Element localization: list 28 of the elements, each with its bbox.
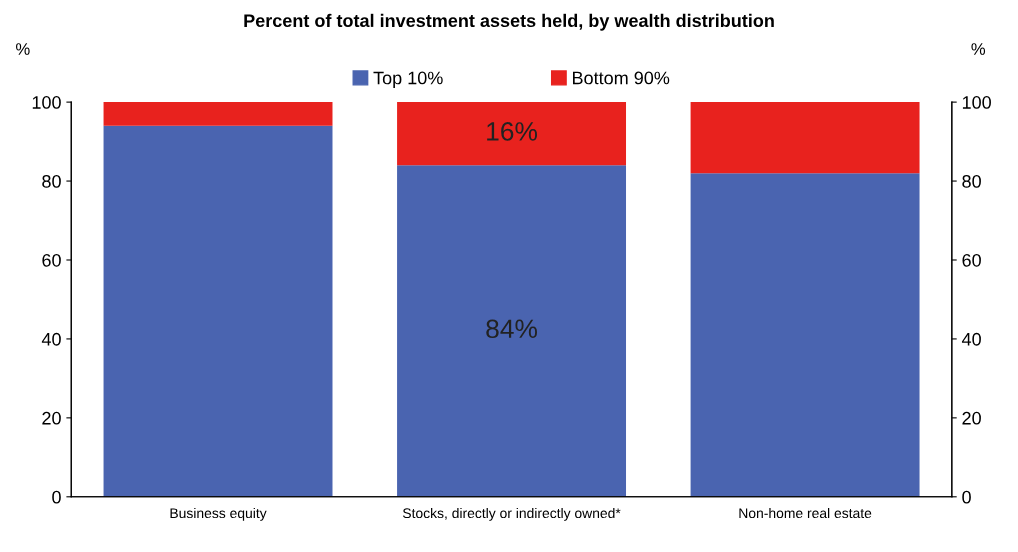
y-axis-title: %	[16, 43, 30, 55]
data-label: 16%	[487, 122, 538, 141]
data-label: 84%	[486, 319, 538, 339]
bar	[397, 102, 627, 166]
legend-label: Top 10%	[373, 71, 443, 88]
chart-title: Percent of total investment assets held, by wealth distribution	[244, 13, 774, 31]
y2-axis-title: %	[971, 43, 986, 55]
y2-tick-label: 40	[961, 332, 981, 346]
y2-tick-label: 60	[962, 253, 981, 267]
y2-tick-label: 80	[962, 174, 981, 188]
y-tick-label: 100	[32, 96, 61, 109]
legend-label: Bottom 90%	[573, 71, 670, 85]
y-tick-label: 60	[42, 253, 61, 267]
x-tick-label: Business equity	[170, 507, 267, 521]
y2-tick-label: 0	[962, 490, 971, 504]
bar	[103, 125, 333, 497]
y2-tick-label: 20	[962, 411, 981, 425]
x-tick-label: Non-home real estate	[739, 507, 872, 519]
bar	[103, 102, 333, 126]
y2-tick-label: 100	[962, 96, 991, 109]
y-tick-label: 20	[42, 411, 61, 425]
x-tick-label: Stocks, directly or indirectly owned*	[402, 507, 621, 521]
bar	[690, 102, 920, 174]
y-tick-label: 80	[42, 174, 61, 188]
y-tick-label: 0	[52, 490, 61, 504]
bar	[397, 165, 627, 497]
bar	[690, 173, 920, 497]
y-tick-label: 40	[41, 332, 61, 346]
